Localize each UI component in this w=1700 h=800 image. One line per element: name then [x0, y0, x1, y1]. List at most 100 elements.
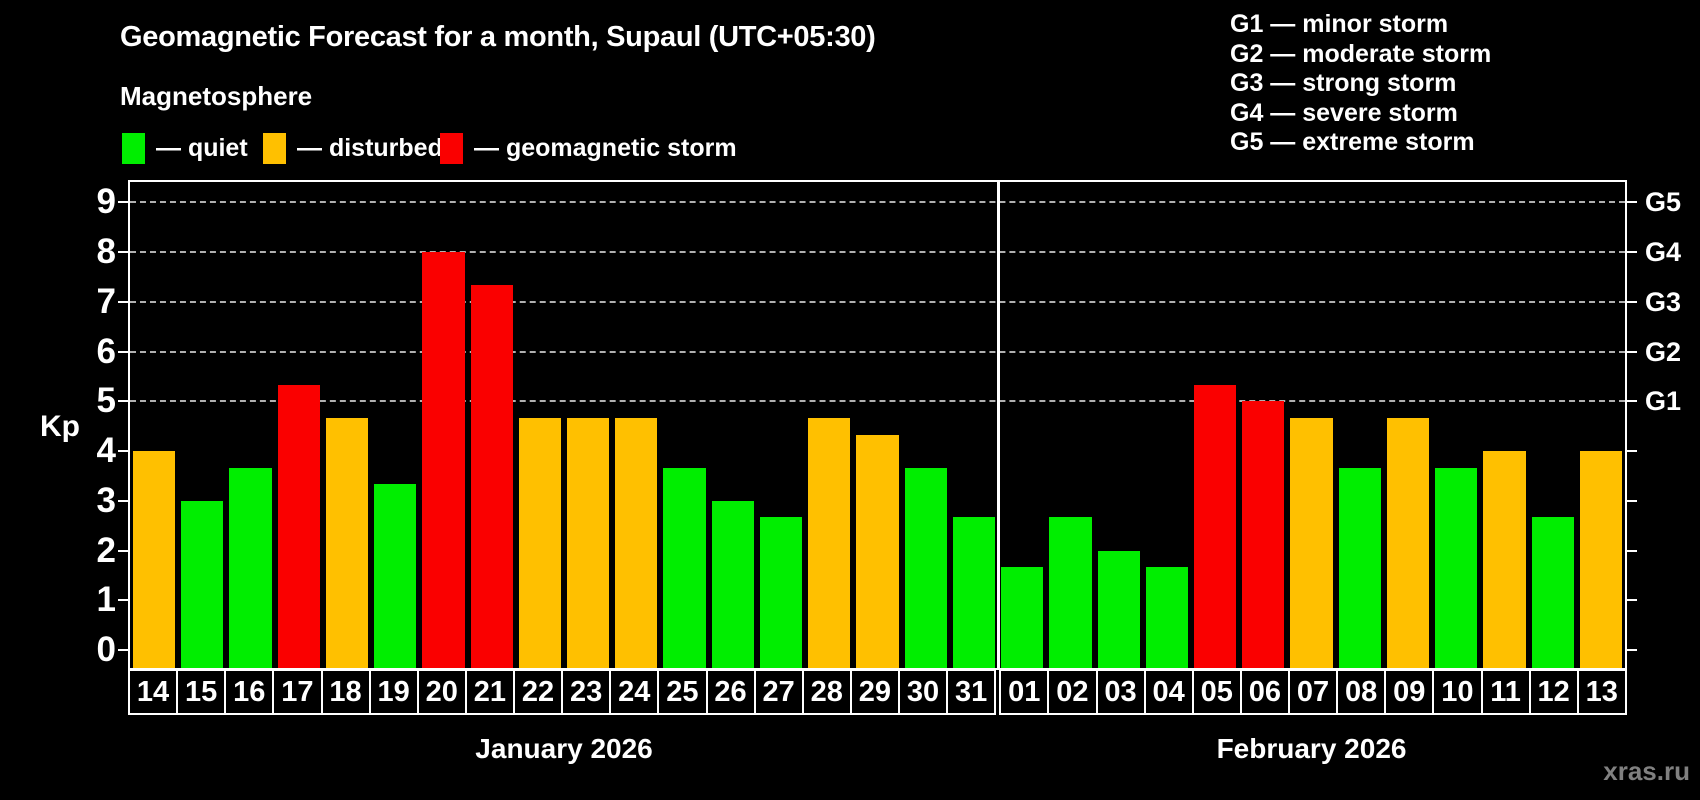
day-cell-31: 31: [946, 669, 997, 715]
day-cell-14: 14: [128, 669, 179, 715]
y-tick-left-3: [118, 499, 128, 502]
y-tick-label-0: 0: [96, 630, 116, 670]
bar-day-03: [1097, 550, 1140, 668]
bar-day-01: [1001, 567, 1044, 668]
day-cell-21: 21: [464, 669, 515, 715]
chart-subtitle: Magnetosphere: [120, 81, 313, 111]
g-scale-line-g4: G4 — severe storm: [1230, 98, 1458, 127]
legend-label-quiet: — quiet: [156, 134, 248, 162]
bar-day-08: [1338, 467, 1381, 668]
day-cell-16: 16: [224, 669, 275, 715]
day-cell-12: 12: [1528, 669, 1579, 715]
legend-item-quiet: — quiet: [122, 133, 248, 164]
day-cell-29: 29: [849, 669, 900, 715]
legend-label-disturbed: — disturbed: [297, 134, 443, 162]
day-label-row: 14 15 16 17 18 19 20 21 22 23 24 25 26 27 28 29 30 31 01 02…: [128, 669, 1627, 715]
day-cell-02: 02: [1047, 669, 1098, 715]
g-scale-line-g3: G3 — strong storm: [1230, 69, 1457, 98]
y-axis-title: Kp: [40, 410, 80, 443]
day-cell-07: 07: [1288, 669, 1339, 715]
day-cell-15: 15: [176, 669, 227, 715]
legend-item-storm: — geomagnetic storm: [440, 133, 737, 164]
y-tick-left-5: [118, 400, 128, 403]
bar-day-20: [422, 252, 465, 668]
y-tick-label-1: 1: [96, 580, 116, 620]
bar-day-29: [856, 434, 899, 668]
y-tick-left-6: [118, 350, 128, 353]
bar-day-31: [952, 517, 996, 668]
y-tick-right-7: [1627, 300, 1637, 303]
day-cell-27: 27: [753, 669, 804, 715]
day-cell-25: 25: [657, 669, 708, 715]
bar-day-18: [325, 417, 369, 668]
g-scale-line-g2: G2 — moderate storm: [1230, 39, 1492, 68]
y-tick-label-5: 5: [96, 381, 116, 421]
watermark: xras.ru: [1603, 756, 1690, 786]
bar-day-16: [229, 467, 272, 668]
y-tick-right-6: [1627, 350, 1637, 353]
grid-line-kp6: [130, 350, 1625, 353]
grid-line-kp7: [130, 300, 1625, 303]
day-cell-08: 08: [1336, 669, 1387, 715]
bar-day-07: [1290, 417, 1333, 668]
g-scale-line-g5: G5 — extreme storm: [1230, 128, 1475, 157]
y-tick-label-6: 6: [96, 331, 116, 371]
bar-day-04: [1145, 567, 1188, 668]
month-separator-line: [996, 182, 1000, 668]
plot-area: [128, 180, 1627, 670]
day-cell-04: 04: [1143, 669, 1194, 715]
legend-label-storm: — geomagnetic storm: [474, 134, 737, 162]
bar-day-22: [518, 417, 562, 668]
day-cell-17: 17: [272, 669, 323, 715]
bar-day-12: [1531, 517, 1574, 668]
right-axis-label-g5: G5: [1645, 187, 1682, 218]
grid-line-kp8: [130, 251, 1625, 254]
y-tick-left-2: [118, 549, 128, 552]
right-axis-label-g4: G4: [1645, 237, 1682, 268]
grid-line-kp9: [130, 201, 1625, 204]
bar-day-11: [1483, 451, 1526, 668]
day-cell-23: 23: [561, 669, 612, 715]
day-cell-13: 13: [1576, 669, 1627, 715]
day-cell-22: 22: [513, 669, 564, 715]
bar-day-26: [711, 500, 754, 668]
bar-day-27: [759, 517, 803, 668]
bar-day-13: [1579, 451, 1622, 668]
g-scale-legend: G1 — minor storm G2 — moderate storm G3 …: [1230, 10, 1491, 158]
right-axis-label-g3: G3: [1645, 286, 1682, 317]
y-tick-label-4: 4: [96, 431, 116, 471]
y-tick-right-0: [1627, 649, 1637, 652]
right-axis-label-g2: G2: [1645, 336, 1682, 367]
month-label-january: January 2026: [475, 733, 653, 764]
disturbed-color-swatch: [263, 133, 286, 164]
y-tick-left-7: [118, 300, 128, 303]
grid-line-kp5: [130, 400, 1625, 403]
day-cell-01: 01: [999, 669, 1050, 715]
y-tick-label-3: 3: [96, 480, 116, 520]
day-cell-28: 28: [801, 669, 852, 715]
y-tick-left-8: [118, 251, 128, 254]
bar-day-10: [1435, 467, 1478, 668]
y-tick-label-9: 9: [96, 182, 116, 222]
day-cell-06: 06: [1239, 669, 1290, 715]
month-label-february: February 2026: [1216, 733, 1407, 764]
y-tick-left-9: [118, 201, 128, 204]
day-cell-26: 26: [705, 669, 756, 715]
y-tick-right-1: [1627, 599, 1637, 602]
y-tick-label-7: 7: [96, 281, 116, 321]
y-tick-label-2: 2: [96, 530, 116, 570]
day-cell-24: 24: [609, 669, 660, 715]
y-tick-label-8: 8: [96, 232, 116, 272]
day-cell-03: 03: [1095, 669, 1146, 715]
bar-day-28: [808, 417, 851, 668]
right-axis-label-g1: G1: [1645, 386, 1682, 417]
y-tick-left-1: [118, 599, 128, 602]
g-scale-line-g1: G1 — minor storm: [1230, 10, 1449, 38]
day-cell-11: 11: [1480, 669, 1531, 715]
bar-day-15: [181, 500, 224, 668]
bar-day-09: [1386, 417, 1430, 668]
quiet-color-swatch: [122, 133, 145, 164]
y-tick-left-4: [118, 450, 128, 453]
storm-color-swatch: [440, 133, 463, 164]
